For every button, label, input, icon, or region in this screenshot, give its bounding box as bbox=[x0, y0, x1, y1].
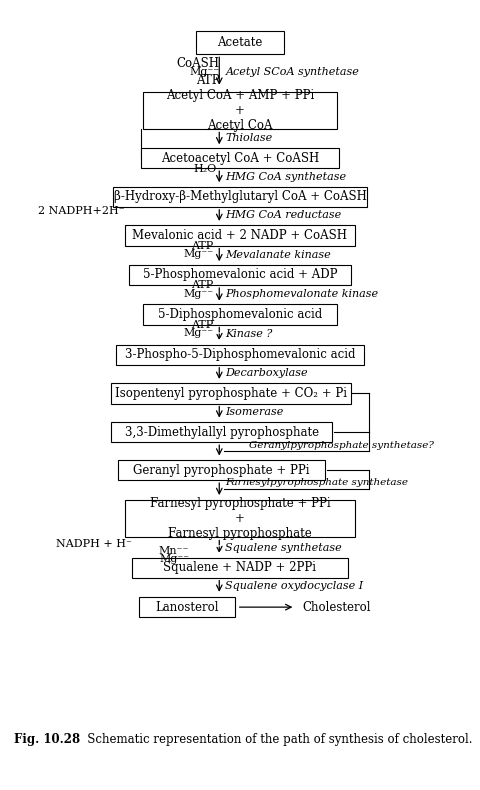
Text: Acetyl CoA + AMP + PPi
+
Acetyl CoA: Acetyl CoA + AMP + PPi + Acetyl CoA bbox=[166, 88, 314, 132]
Text: ATP: ATP bbox=[192, 280, 214, 290]
Text: Mn⁻⁻: Mn⁻⁻ bbox=[159, 547, 189, 556]
FancyBboxPatch shape bbox=[125, 225, 355, 246]
Text: Lanosterol: Lanosterol bbox=[155, 600, 219, 614]
Text: 3,3-Dimethylallyl pyrophosphate: 3,3-Dimethylallyl pyrophosphate bbox=[124, 426, 319, 438]
Text: Mg⁻⁻: Mg⁻⁻ bbox=[184, 249, 214, 259]
FancyBboxPatch shape bbox=[125, 500, 355, 537]
Text: Schematic representation of the path of synthesis of cholesterol.: Schematic representation of the path of … bbox=[76, 733, 473, 746]
Text: Squalene synthetase: Squalene synthetase bbox=[225, 544, 342, 553]
Text: β-Hydroxy-β-Methylglutaryl CoA + CoASH: β-Hydroxy-β-Methylglutaryl CoA + CoASH bbox=[114, 190, 366, 203]
Text: CoASH: CoASH bbox=[176, 57, 219, 70]
Text: Mg⁻⁻: Mg⁻⁻ bbox=[189, 67, 219, 77]
Text: Isopentenyl pyrophosphate + CO₂ + Pi: Isopentenyl pyrophosphate + CO₂ + Pi bbox=[115, 387, 347, 400]
Text: Acetoacetyl CoA + CoASH: Acetoacetyl CoA + CoASH bbox=[161, 152, 319, 164]
Text: Geranylpyrophosphate synthetase?: Geranylpyrophosphate synthetase? bbox=[249, 441, 434, 450]
Text: Phosphomevalonate kinase: Phosphomevalonate kinase bbox=[225, 289, 378, 299]
Text: 5-Phosphomevalonic acid + ADP: 5-Phosphomevalonic acid + ADP bbox=[143, 269, 337, 281]
FancyBboxPatch shape bbox=[139, 597, 235, 617]
Text: 5-Diphosphomevalonic acid: 5-Diphosphomevalonic acid bbox=[158, 308, 322, 321]
Text: Isomerase: Isomerase bbox=[225, 407, 284, 417]
FancyBboxPatch shape bbox=[113, 186, 367, 207]
Text: Fig. 10.28: Fig. 10.28 bbox=[14, 733, 80, 746]
Text: Mevalanate kinase: Mevalanate kinase bbox=[225, 250, 331, 260]
FancyBboxPatch shape bbox=[130, 265, 350, 285]
FancyBboxPatch shape bbox=[116, 344, 364, 365]
Text: Farnesylpyrophosphate synthetase: Farnesylpyrophosphate synthetase bbox=[225, 478, 408, 487]
Text: HMG CoA synthetase: HMG CoA synthetase bbox=[225, 171, 347, 182]
Text: Decarboxylase: Decarboxylase bbox=[225, 368, 308, 378]
FancyBboxPatch shape bbox=[196, 31, 284, 55]
Text: ATP: ATP bbox=[192, 241, 214, 250]
FancyBboxPatch shape bbox=[143, 304, 337, 325]
Text: Kinase ?: Kinase ? bbox=[225, 329, 273, 339]
Text: Geranyl pyrophosphate + PPi: Geranyl pyrophosphate + PPi bbox=[133, 464, 310, 476]
FancyBboxPatch shape bbox=[111, 422, 332, 442]
Text: NADPH + H⁻: NADPH + H⁻ bbox=[56, 539, 132, 548]
Text: Cholesterol: Cholesterol bbox=[302, 600, 371, 614]
Text: Farnesyl pyrophosphate + PPi
+
Farnesyl pyrophosphate: Farnesyl pyrophosphate + PPi + Farnesyl … bbox=[150, 498, 330, 540]
FancyBboxPatch shape bbox=[132, 558, 348, 577]
Text: 2 NADPH+2H⁻: 2 NADPH+2H⁻ bbox=[38, 205, 125, 216]
FancyBboxPatch shape bbox=[111, 383, 350, 404]
FancyBboxPatch shape bbox=[141, 148, 339, 168]
Text: Squalene + NADP + 2PPi: Squalene + NADP + 2PPi bbox=[164, 561, 316, 574]
Text: ATP: ATP bbox=[192, 319, 214, 329]
FancyBboxPatch shape bbox=[118, 460, 325, 480]
Text: ATP: ATP bbox=[196, 74, 219, 87]
Text: 3-Phospho-5-Diphosphomevalonic acid: 3-Phospho-5-Diphosphomevalonic acid bbox=[125, 348, 355, 361]
Text: H₂O: H₂O bbox=[194, 164, 217, 174]
Text: Thiolase: Thiolase bbox=[225, 133, 273, 143]
Text: Acetate: Acetate bbox=[217, 36, 263, 49]
Text: Mg⁻⁻: Mg⁻⁻ bbox=[159, 554, 189, 564]
Text: Mevalonic acid + 2 NADP + CoASH: Mevalonic acid + 2 NADP + CoASH bbox=[132, 229, 348, 242]
FancyBboxPatch shape bbox=[143, 92, 337, 129]
Text: Mg⁻⁻: Mg⁻⁻ bbox=[184, 288, 214, 299]
Text: HMG CoA reductase: HMG CoA reductase bbox=[225, 210, 341, 220]
Text: Squalene oxydocyclase I: Squalene oxydocyclase I bbox=[225, 581, 363, 591]
Text: Acetyl SCoA synthetase: Acetyl SCoA synthetase bbox=[226, 67, 360, 77]
Text: Mg⁻⁻: Mg⁻⁻ bbox=[184, 328, 214, 338]
